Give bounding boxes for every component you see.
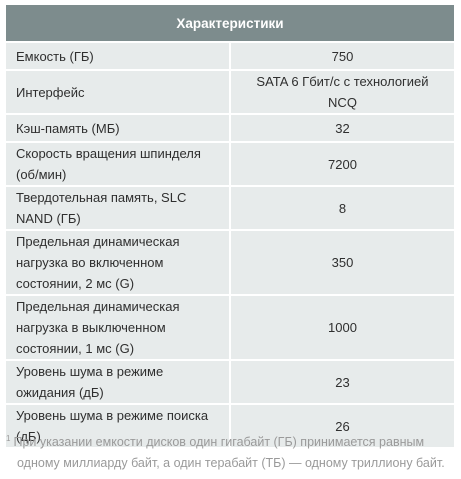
row-value-ssd-memory: 8 bbox=[229, 185, 456, 231]
row-label-shock-operating: Предельная динамическая нагрузка во вклю… bbox=[4, 229, 231, 296]
row-value-cache: 32 bbox=[229, 113, 456, 143]
footnote: 1 При указании емкости дисков один гигаба… bbox=[6, 432, 456, 474]
row-value-noise-seek: 26 bbox=[229, 403, 456, 449]
row-label-interface: Интерфейс bbox=[4, 69, 231, 115]
table-row: Скорость вращения шпинделя (об/мин) 7200 bbox=[4, 141, 456, 187]
row-value-shock-nonoperating: 1000 bbox=[229, 294, 456, 361]
row-label-ssd-memory: Твердотельная память, SLC NAND (ГБ) bbox=[4, 185, 231, 231]
table-row: Кэш-память (МБ) 32 bbox=[4, 113, 456, 143]
row-label-spindle-speed: Скорость вращения шпинделя (об/мин) bbox=[4, 141, 231, 187]
row-label-capacity: Емкость (ГБ) bbox=[4, 41, 231, 71]
row-value-noise-idle: 23 bbox=[229, 359, 456, 405]
footnote-line-2: одному миллиарду байт, а один терабайт (… bbox=[17, 456, 445, 470]
row-value-shock-operating: 350 bbox=[229, 229, 456, 296]
table-header: Характеристики bbox=[4, 5, 456, 43]
footnote-line-1: При указании емкости дисков один гигабай… bbox=[13, 435, 425, 449]
row-label-shock-nonoperating: Предельная динамическая нагрузка в выклю… bbox=[4, 294, 231, 361]
row-value-capacity: 750 bbox=[229, 41, 456, 71]
table-row: Емкость (ГБ) 750 bbox=[4, 41, 456, 71]
row-value-spindle-speed: 7200 bbox=[229, 141, 456, 187]
specifications-table: Характеристики Емкость (ГБ) 750 Интерфей… bbox=[4, 5, 456, 449]
table-row: Уровень шума в режиме поиска (дБ) 26 bbox=[4, 403, 456, 449]
table-row: Предельная динамическая нагрузка в выклю… bbox=[4, 294, 456, 361]
table-row: Уровень шума в режиме ожидания (дБ) 23 bbox=[4, 359, 456, 405]
row-label-noise-seek: Уровень шума в режиме поиска (дБ) bbox=[4, 403, 231, 449]
table-row: Интерфейс SATA 6 Гбит/с с технологией NC… bbox=[4, 69, 456, 115]
table-row: Твердотельная память, SLC NAND (ГБ) 8 bbox=[4, 185, 456, 231]
footnote-marker: 1 bbox=[6, 434, 11, 443]
row-label-cache: Кэш-память (МБ) bbox=[4, 113, 231, 143]
table-row: Предельная динамическая нагрузка во вклю… bbox=[4, 229, 456, 296]
table-header-row: Характеристики bbox=[4, 5, 456, 43]
row-label-noise-idle: Уровень шума в режиме ожидания (дБ) bbox=[4, 359, 231, 405]
row-value-interface: SATA 6 Гбит/с с технологией NCQ bbox=[229, 69, 456, 115]
